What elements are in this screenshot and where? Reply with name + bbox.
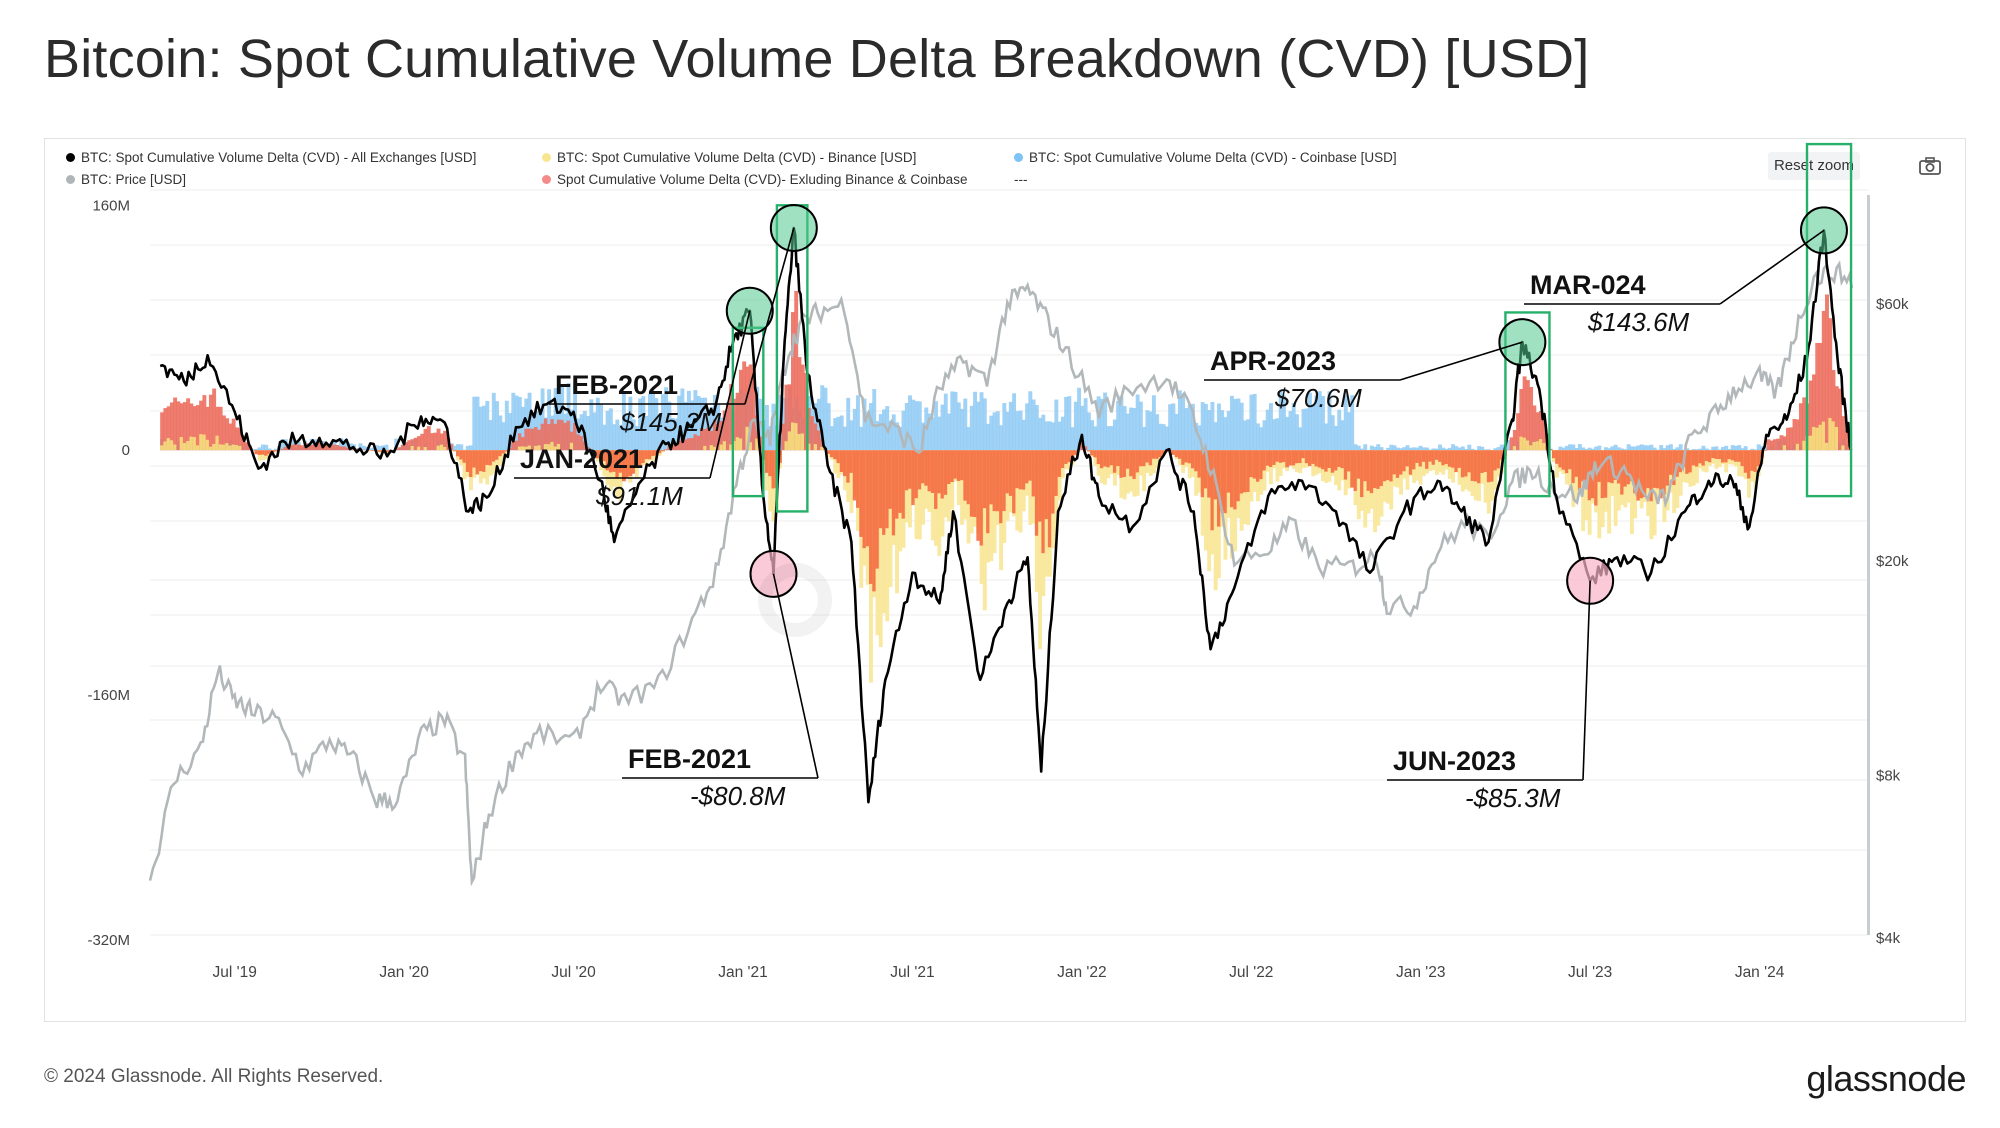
brand-logo: glassnode (1806, 1058, 1966, 1099)
copyright: © 2024 Glassnode. All Rights Reserved. (44, 1066, 384, 1087)
legend-dot-red (542, 175, 551, 184)
reset-zoom-button[interactable]: Reset zoom (1768, 152, 1860, 180)
legend-item-coinbase[interactable]: BTC: Spot Cumulative Volume Delta (CVD) … (1014, 150, 1397, 165)
legend-label: BTC: Spot Cumulative Volume Delta (CVD) … (557, 150, 917, 165)
legend-item-all-exchanges[interactable]: BTC: Spot Cumulative Volume Delta (CVD) … (66, 150, 476, 165)
legend-label: --- (1014, 172, 1028, 187)
legend-dot-yellow (542, 153, 551, 162)
chart-title: Bitcoin: Spot Cumulative Volume Delta Br… (44, 29, 1590, 89)
camera-icon[interactable] (1918, 156, 1942, 176)
legend-item-binance[interactable]: BTC: Spot Cumulative Volume Delta (CVD) … (542, 150, 916, 165)
legend-dot-gray (66, 175, 75, 184)
legend-item-price[interactable]: BTC: Price [USD] (66, 172, 186, 187)
legend-label: BTC: Spot Cumulative Volume Delta (CVD) … (81, 150, 477, 165)
legend-label: BTC: Spot Cumulative Volume Delta (CVD) … (1029, 150, 1397, 165)
legend-item-placeholder[interactable]: --- (1014, 172, 1028, 187)
legend-label: BTC: Price [USD] (81, 172, 187, 187)
legend-dot-blue (1014, 153, 1023, 162)
legend-label: Spot Cumulative Volume Delta (CVD)- Exlu… (557, 172, 968, 187)
chart-frame (44, 138, 1966, 1022)
legend-item-excluding[interactable]: Spot Cumulative Volume Delta (CVD)- Exlu… (542, 172, 967, 187)
legend-dot-black (66, 153, 75, 162)
